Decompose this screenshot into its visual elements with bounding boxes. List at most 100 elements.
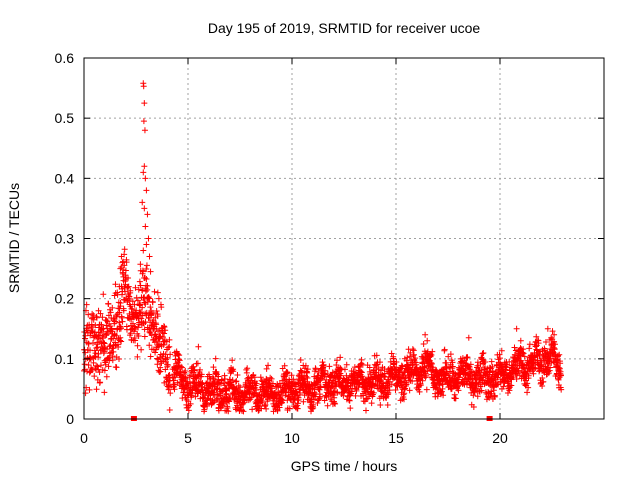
- data-point: [122, 288, 129, 295]
- data-point: [324, 402, 331, 409]
- data-point: [204, 402, 211, 409]
- data-point: [334, 389, 341, 396]
- data-point: [409, 346, 416, 353]
- data-point: [294, 400, 301, 407]
- data-point: [83, 301, 90, 308]
- data-point: [545, 370, 552, 377]
- data-point: [164, 354, 171, 361]
- data-point: [467, 361, 474, 368]
- data-point: [208, 388, 215, 395]
- data-point: [257, 374, 264, 381]
- data-point: [416, 388, 423, 395]
- data-point: [556, 365, 563, 372]
- data-point: [103, 322, 110, 329]
- data-point: [116, 283, 123, 290]
- data-point: [88, 327, 95, 334]
- data-point: [403, 381, 410, 388]
- data-point: [212, 355, 219, 362]
- data-point: [419, 377, 426, 384]
- data-point: [232, 378, 239, 385]
- data-point: [111, 318, 118, 325]
- data-point: [99, 314, 106, 321]
- data-point: [358, 368, 365, 375]
- data-point: [539, 375, 546, 382]
- data-point: [109, 357, 116, 364]
- data-point: [278, 396, 285, 403]
- data-point: [555, 376, 562, 383]
- data-point: [533, 333, 540, 340]
- data-point: [164, 362, 171, 369]
- data-point: [417, 382, 424, 389]
- data-point: [142, 288, 149, 295]
- data-point: [317, 383, 324, 390]
- x-axis-label: GPS time / hours: [291, 458, 398, 474]
- data-point: [449, 363, 456, 370]
- data-point: [407, 349, 414, 356]
- data-point: [187, 400, 194, 407]
- data-point: [234, 372, 241, 379]
- data-point: [179, 395, 186, 402]
- data-point: [478, 387, 485, 394]
- data-point: [143, 187, 150, 194]
- data-point: [86, 386, 93, 393]
- data-point: [151, 288, 158, 295]
- data-point: [157, 301, 164, 308]
- data-point: [180, 389, 187, 396]
- data-point: [346, 397, 353, 404]
- data-point: [322, 367, 329, 374]
- data-point: [304, 369, 311, 376]
- data-point: [148, 332, 155, 339]
- data-point: [483, 368, 490, 375]
- data-point: [558, 372, 565, 379]
- data-point: [301, 365, 308, 372]
- data-point: [187, 372, 194, 379]
- data-point: [125, 315, 132, 322]
- data-point: [547, 364, 554, 371]
- data-point: [481, 366, 488, 373]
- data-point: [500, 383, 507, 390]
- data-point: [118, 253, 125, 260]
- data-point: [125, 275, 132, 282]
- data-point: [247, 396, 254, 403]
- data-point: [546, 356, 553, 363]
- data-point: [125, 283, 132, 290]
- data-point: [377, 402, 384, 409]
- data-point: [192, 393, 199, 400]
- data-point: [517, 337, 524, 344]
- data-point: [498, 347, 505, 354]
- data-point: [126, 293, 133, 300]
- data-point: [140, 118, 147, 125]
- data-point: [116, 319, 123, 326]
- data-point: [521, 365, 528, 372]
- data-point: [420, 359, 427, 366]
- data-point: [384, 402, 391, 409]
- data-point: [147, 268, 154, 275]
- data-point: [321, 397, 328, 404]
- data-point: [154, 342, 161, 349]
- data-point: [397, 397, 404, 404]
- data-point: [112, 281, 119, 288]
- data-point: [263, 365, 270, 372]
- data-point: [480, 350, 487, 357]
- data-point: [176, 352, 183, 359]
- data-point: [140, 247, 147, 254]
- data-point: [91, 353, 98, 360]
- data-point: [110, 335, 117, 342]
- data-point: [337, 372, 344, 379]
- data-point: [542, 339, 549, 346]
- data-point: [398, 362, 405, 369]
- data-point: [314, 399, 321, 406]
- data-point: [139, 304, 146, 311]
- data-point: [556, 351, 563, 358]
- data-point: [347, 405, 354, 412]
- data-point: [304, 375, 311, 382]
- data-point: [97, 362, 104, 369]
- data-point: [520, 350, 527, 357]
- data-point: [167, 351, 174, 358]
- data-point: [101, 348, 108, 355]
- data-point: [496, 351, 503, 358]
- data-point: [524, 389, 531, 396]
- data-point: [337, 365, 344, 372]
- data-point: [153, 307, 160, 314]
